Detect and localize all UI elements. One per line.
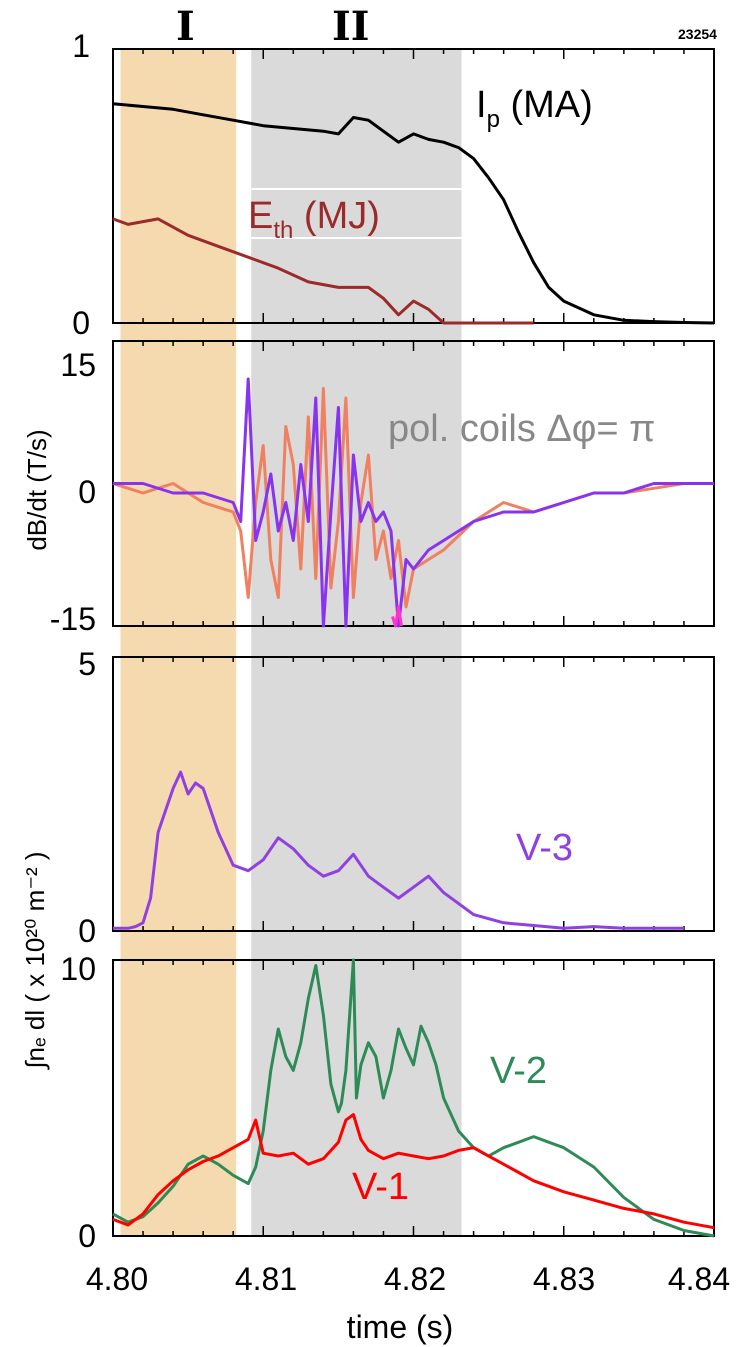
xtick-label: 4.83 [533,1261,595,1297]
p2-ytick-mid: 0 [78,474,96,510]
xtick-label: 4.82 [384,1261,446,1297]
v3-label: V-3 [516,827,573,869]
p1-ytick-top: 1 [72,28,90,64]
v1-label: V-1 [352,1166,409,1208]
density-ylabel: ∫nₑ dl ( x 10²⁰ m⁻² ) [20,851,50,1070]
p2-ylabel: dB/dt (T/s) [22,429,52,550]
p1-ytick-bottom: 0 [72,305,90,341]
shot-number: 23254 [678,26,717,42]
p2-ytick-top: 15 [60,347,96,383]
p4-ytick-top: 10 [60,951,96,987]
p3-ytick-bottom: 0 [78,913,96,949]
x-axis-label: time (s) [347,1309,454,1345]
p4-series-v-2 [112,958,715,1238]
ip-label: Ip (MA) [476,84,593,133]
pol-coils-label: pol. coils Δφ= π [388,408,655,450]
eth-label: Eth (MJ) [248,195,380,244]
p2-series-pol-coil-1 [112,387,714,609]
p2-ytick-bottom: -15 [50,601,96,637]
phase-1-region [120,49,237,1236]
p4-series-v-1 [112,1113,715,1230]
p3-series-v-3 [113,770,684,930]
p2-series-pol-coil-3 [391,605,403,628]
x-tick-labels: 4.80 4.81 4.82 4.83 4.84 [86,1261,730,1297]
phase-label-1: I [176,3,195,50]
p4-ytick-bottom: 0 [78,1218,96,1254]
xtick-label: 4.84 [668,1261,730,1297]
p1-series-ip-ma- [112,102,715,325]
xtick-label: 4.80 [86,1261,148,1297]
p1-series-eth-mj- [112,217,534,325]
p2-series-pol-coil-2 [113,377,714,628]
xtick-label: 4.81 [235,1261,297,1297]
phase-label-2: II [332,3,369,50]
p3-ytick-top: 5 [78,646,96,682]
v2-label: V-2 [490,1050,547,1092]
data-series [112,102,715,1238]
